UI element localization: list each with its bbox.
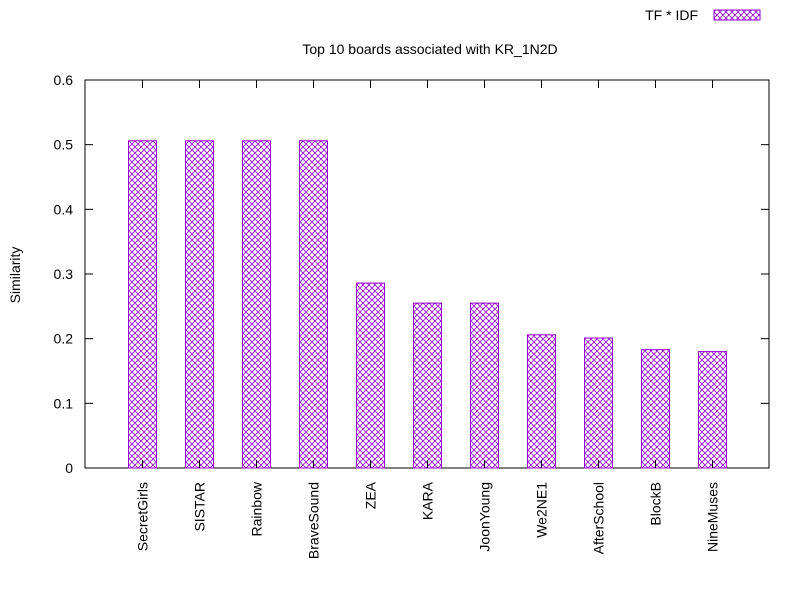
- bar-zea: [356, 282, 385, 469]
- x-tick-label: SecretGirls: [135, 482, 151, 551]
- bar-joonyoung: [470, 302, 499, 469]
- y-axis: 0 0.1 0.2 0.3 0.4 0.5 0.6: [54, 72, 769, 476]
- x-tick-label: We2NE1: [534, 482, 550, 538]
- bars: [128, 140, 727, 469]
- bar-ninemuses: [698, 351, 727, 469]
- bar-blockb: [641, 349, 670, 469]
- chart-title: Top 10 boards associated with KR_1N2D: [302, 41, 557, 57]
- x-tick-label: NineMuses: [705, 482, 721, 552]
- y-tick-label: 0.4: [54, 201, 74, 217]
- legend-swatch: [713, 9, 761, 21]
- y-tick-label: 0.6: [54, 72, 74, 88]
- x-axis: SecretGirls SISTAR Rainbow BraveSound ZEA KAR…: [135, 80, 721, 559]
- x-tick-label: SISTAR: [192, 482, 208, 532]
- y-axis-label: Similarity: [7, 247, 23, 304]
- bar-secretgirls: [128, 140, 157, 469]
- x-tick-label: Rainbow: [249, 481, 265, 536]
- bar-afterschool: [584, 337, 613, 469]
- x-tick-label: BraveSound: [306, 482, 322, 559]
- bar-sistar: [185, 140, 214, 469]
- y-tick-label: 0.3: [54, 266, 74, 282]
- y-tick-label: 0: [65, 460, 73, 476]
- legend-label: TF * IDF: [645, 7, 698, 23]
- bar-bravesound: [299, 140, 328, 469]
- x-tick-label: BlockB: [648, 482, 664, 526]
- y-tick-label: 0.2: [54, 331, 74, 347]
- bar-we2ne1: [527, 334, 556, 469]
- bar-rainbow: [242, 140, 271, 469]
- y-tick-label: 0.5: [54, 137, 74, 153]
- x-tick-label: ZEA: [363, 481, 379, 509]
- x-tick-label: JoonYoung: [477, 482, 493, 552]
- legend: TF * IDF: [645, 7, 761, 23]
- bar-kara: [413, 302, 442, 469]
- plot-area: 0 0.1 0.2 0.3 0.4 0.5 0.6 SecretGirls SISTAR Rai…: [54, 72, 770, 559]
- x-tick-label: KARA: [420, 481, 436, 520]
- y-tick-label: 0.1: [54, 395, 74, 411]
- x-tick-label: AfterSchool: [591, 482, 607, 554]
